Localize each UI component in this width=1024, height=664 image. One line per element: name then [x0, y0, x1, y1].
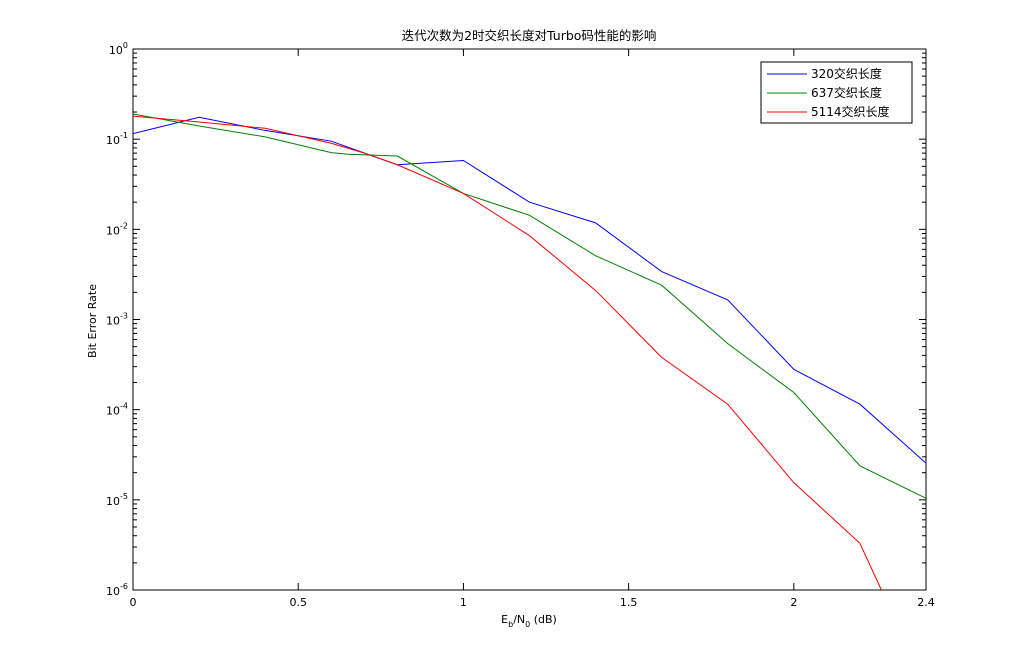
legend-label-0: 320交织长度	[811, 66, 882, 81]
legend-label-2: 5114交织长度	[811, 104, 890, 119]
x-tick-label: 1.5	[620, 596, 638, 609]
x-axis-label: Eb/N0 (dB)	[501, 613, 557, 629]
x-tick-label: 0	[130, 596, 137, 609]
x-tick-label: 2.4	[917, 596, 935, 609]
axes-box	[132, 48, 927, 591]
series-line-1	[133, 113, 926, 499]
series-lines	[133, 113, 926, 590]
x-tick-label: 1	[460, 596, 467, 609]
legend-label-1: 637交织长度	[811, 85, 882, 100]
legend: 320交织长度 637交织长度 5114交织长度	[760, 61, 913, 124]
y-tick-label: 10-1	[106, 131, 128, 147]
plot-area: 0 0.5 1 1.5 2 2.4 100 10-1 10-2 10-3 10-4 10-5 10-6	[106, 41, 935, 609]
x-tick-label: 0.5	[289, 596, 307, 609]
y-tick-label: 10-6	[106, 582, 128, 598]
x-tick-label: 2	[790, 596, 797, 609]
y-tick-label: 10-3	[106, 312, 128, 328]
y-tick-label: 100	[109, 41, 128, 57]
series-line-2	[133, 115, 882, 590]
y-axis-label: Bit Error Rate	[86, 284, 99, 358]
chart-title: 迭代次数为2时交织长度对Turbo码性能的影响	[402, 28, 657, 43]
y-tick-label: 10-5	[106, 492, 128, 508]
series-line-0	[133, 116, 926, 464]
y-tick-label: 10-2	[106, 221, 128, 237]
y-tick-label: 10-4	[106, 402, 128, 418]
